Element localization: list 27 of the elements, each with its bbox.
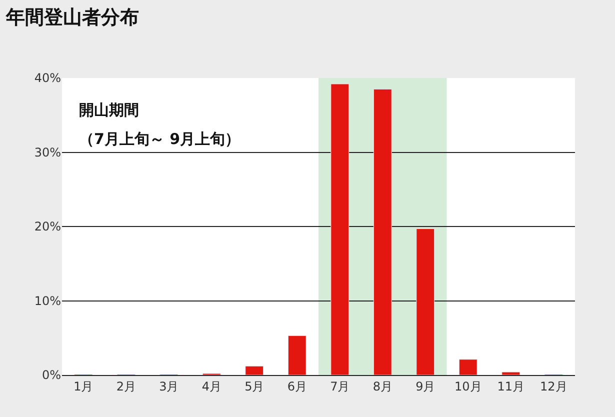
x-tick-label: 8月 xyxy=(372,379,392,394)
x-tick-label: 5月 xyxy=(244,379,264,394)
x-tick-label: 4月 xyxy=(202,379,222,394)
bar xyxy=(502,372,520,375)
chart-title: 年間登山者分布 xyxy=(5,6,140,29)
x-tick-label: 7月 xyxy=(330,379,350,394)
x-tick-label: 11月 xyxy=(497,379,525,394)
x-tick-label: 1月 xyxy=(74,379,94,394)
bar xyxy=(458,359,478,375)
bar xyxy=(373,88,392,375)
y-tick-label: 10% xyxy=(34,294,61,308)
x-tick-label: 2月 xyxy=(116,379,136,394)
x-tick-label: 6月 xyxy=(287,379,307,394)
bar xyxy=(288,335,306,375)
y-tick-label: 40% xyxy=(34,71,61,86)
x-tick-label: 3月 xyxy=(159,379,179,394)
y-tick-label: 30% xyxy=(34,145,61,160)
annotation: 開山期間 xyxy=(79,101,139,119)
bar xyxy=(330,84,350,375)
x-tick-label: 10月 xyxy=(454,379,482,394)
bar xyxy=(416,228,435,375)
y-tick-label: 0% xyxy=(42,368,61,382)
y-tick-label: 20% xyxy=(34,220,61,234)
x-tick-label: 12月 xyxy=(540,379,568,394)
bar xyxy=(245,366,264,375)
annotation: （7月上旬～ 9月上旬） xyxy=(79,130,240,148)
x-tick-label: 9月 xyxy=(416,379,436,394)
